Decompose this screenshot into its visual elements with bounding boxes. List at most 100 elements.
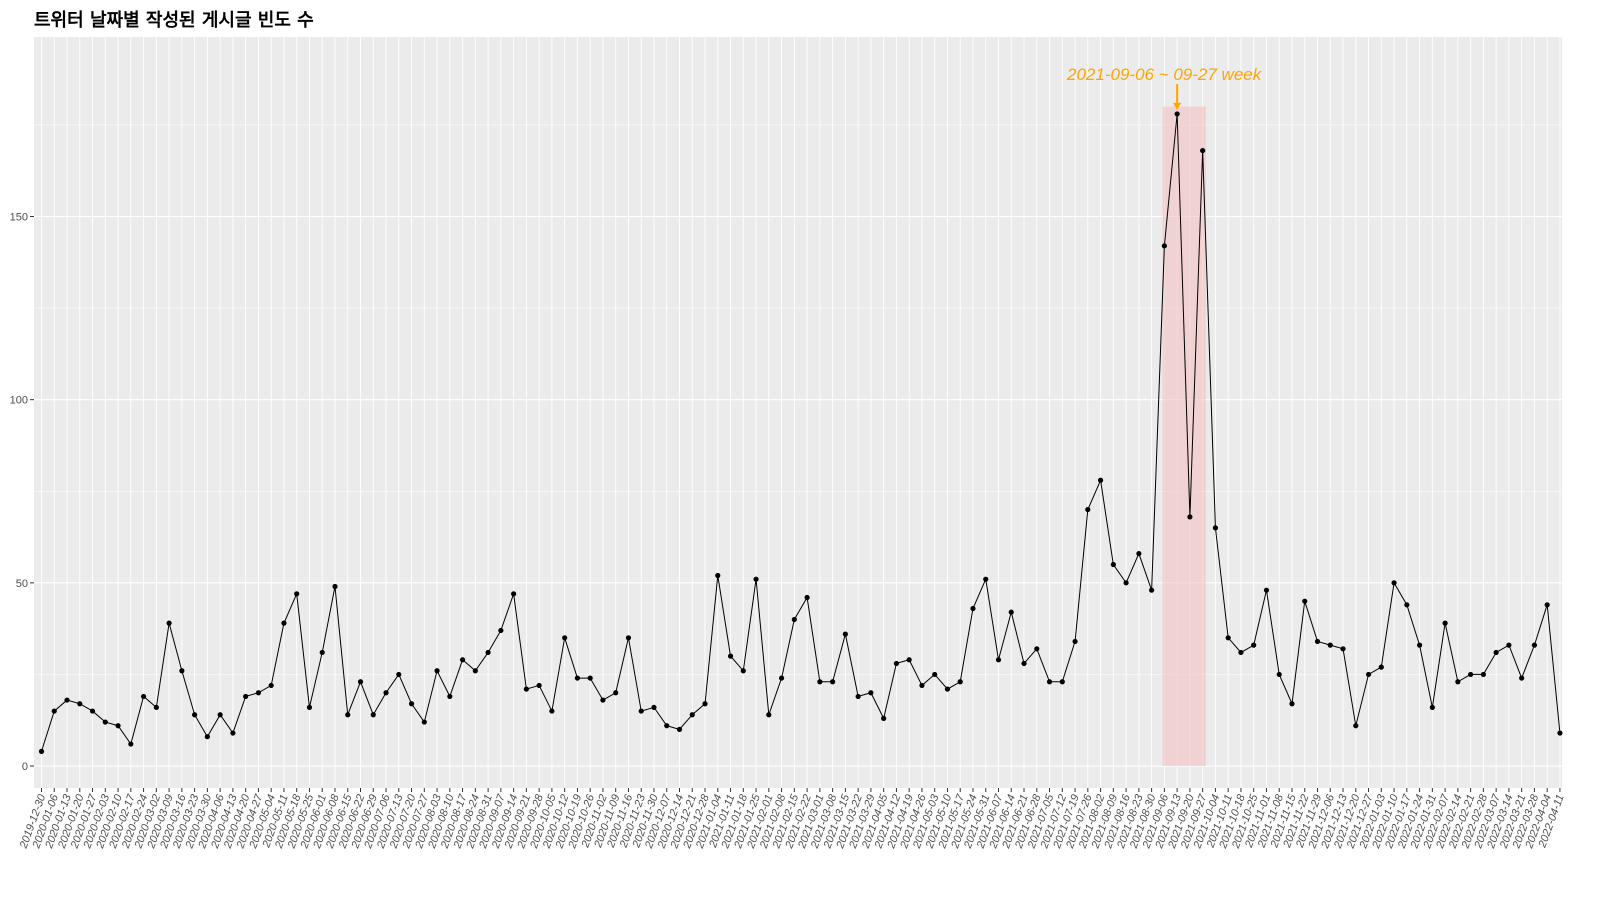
data-point [1506,642,1512,648]
data-point [421,719,427,725]
data-point [1251,642,1257,648]
data-point [408,701,415,707]
data-point [1442,620,1448,626]
data-point [1136,550,1142,557]
data-point [64,697,70,703]
data-point [1110,561,1116,568]
data-point [115,723,121,729]
data-point [638,708,644,714]
data-point [778,675,785,681]
data-point [1365,671,1372,678]
data-point [574,675,581,681]
data-point [140,693,147,700]
data-point [1059,679,1065,685]
data-point [357,679,364,685]
data-point [1531,642,1538,648]
data-point [230,730,236,736]
data-point [970,605,976,612]
data-point [217,712,223,718]
data-point [1468,671,1474,678]
data-point [1416,642,1423,648]
y-tick-label: 0 [22,761,28,773]
data-point [817,679,823,685]
data-point [204,734,210,740]
data-point [995,657,1002,663]
data-point [1302,598,1308,604]
data-point [1034,646,1040,652]
data-point [983,576,989,582]
chart-title: 트위터 날짜별 작성된 게시글 빈도 수 [34,10,314,31]
data-point [102,719,108,725]
y-tick-label: 100 [10,395,28,407]
data-point [511,591,517,597]
data-point [702,701,708,707]
data-point [613,690,619,696]
data-point [689,712,695,718]
data-point [842,631,848,637]
data-point [268,682,274,689]
data-point [1225,635,1231,641]
data-point [306,704,313,711]
annotation-label: 2021-09-06 ~ 09-27 week [1066,65,1263,84]
data-point [944,686,951,692]
data-point [472,668,478,674]
data-point [715,572,721,579]
data-point [727,653,734,659]
data-point [51,708,57,714]
data-point [868,690,874,696]
data-point [1200,147,1206,154]
data-point [881,715,887,721]
data-point [1161,243,1167,249]
data-point [153,704,159,711]
data-point [587,675,593,681]
data-point [1289,701,1295,707]
data-point [1187,514,1193,520]
data-point [1314,638,1321,645]
data-point [740,668,746,674]
data-point [766,712,772,718]
major-gridlines [34,37,1562,788]
data-point [562,635,568,641]
data-point [549,708,555,714]
data-point [1149,587,1155,593]
data-point [1404,602,1410,608]
data-point [447,693,453,700]
data-point [625,635,632,641]
data-point [893,660,900,667]
data-point [906,657,912,663]
data-point [1455,679,1461,685]
data-point [1353,723,1359,729]
annotation-arrow-head [1173,102,1182,110]
data-point [1327,642,1333,648]
y-tick-label: 50 [16,578,28,590]
data-point [294,591,300,597]
data-point [676,726,683,732]
data-point [192,712,198,718]
data-point [664,723,670,729]
data-point [89,708,96,714]
data-point [370,712,376,718]
data-point [536,682,542,689]
data-point [1544,602,1550,608]
data-point [1174,111,1180,117]
data-point [651,704,657,711]
data-point [1429,704,1435,711]
data-point [396,671,402,678]
data-point [1097,477,1104,483]
plot-panel [34,37,1562,788]
data-point [1480,671,1486,678]
data-point [1493,649,1499,656]
data-point [345,712,351,718]
data-point [281,620,287,626]
x-axis: 2019-12-302020-01-062020-01-132020-01-20… [17,788,1567,851]
data-points [38,111,1563,754]
data-point [1238,649,1244,656]
data-point [319,649,325,656]
y-axis: 0 50 100 150 [10,212,34,773]
data-point [1519,675,1525,681]
data-point [600,697,606,703]
data-point [523,686,529,692]
data-point [332,583,338,590]
annotation: 2021-09-06 ~ 09-27 week [1066,65,1263,110]
highlight-region [1162,106,1206,767]
